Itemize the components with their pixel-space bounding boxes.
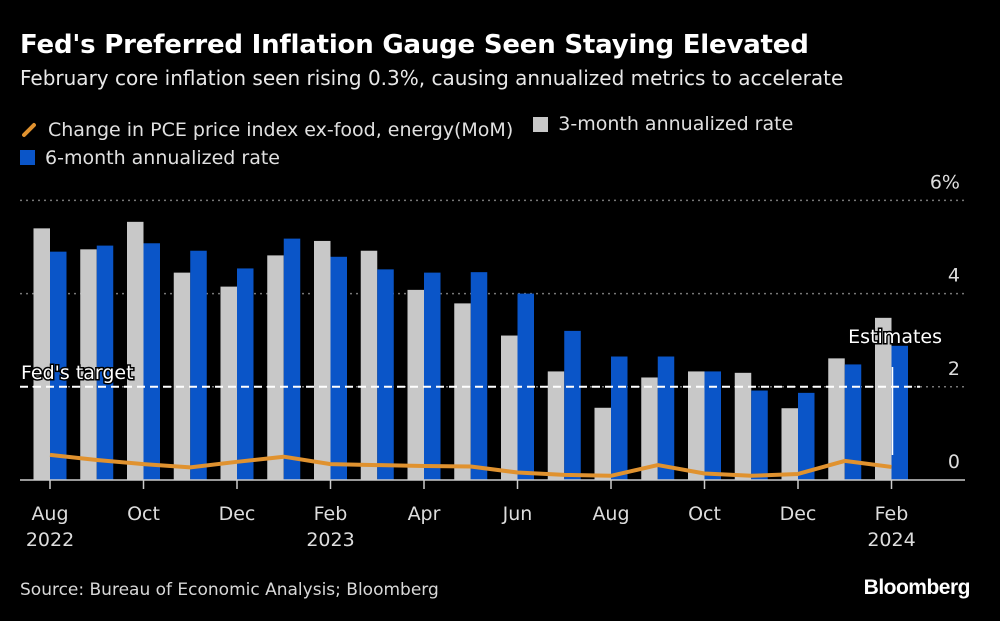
fed-target-label: Fed's target [21, 362, 134, 384]
bar-3-month [734, 372, 752, 480]
x-tick-label: Dec [780, 503, 817, 525]
bar-6-month [611, 356, 628, 480]
bar-6-month [798, 392, 815, 480]
bar-3-month [781, 408, 798, 480]
bar-6-month [330, 256, 347, 480]
bar-3-month [33, 228, 50, 480]
legend-item-6m: 6-month annualized rate [20, 144, 280, 172]
chart-subtitle: February core inflation seen rising 0.3%… [20, 66, 844, 90]
bar-3-month [407, 289, 424, 480]
estimates-label: Estimates [848, 326, 942, 348]
bar-6-month [237, 268, 254, 480]
bar-3-month [314, 240, 331, 480]
x-tick-label: Aug [592, 503, 629, 525]
bar-3-month [127, 221, 144, 480]
y-tick-label: 0 [948, 451, 960, 473]
x-tick-label: Oct [688, 503, 721, 525]
x-tick-label: Feb [314, 503, 348, 525]
bar-3-month [547, 371, 565, 480]
bar-6-month [657, 356, 675, 480]
bar-3-month [641, 377, 658, 480]
bar-6-month [564, 330, 581, 480]
legend-swatch-gray [533, 116, 549, 132]
legend: Change in PCE price index ex-food, energ… [20, 110, 920, 173]
bar-3-month [875, 317, 892, 480]
bar-6-month [470, 272, 488, 480]
x-tick-year-label: 2024 [867, 529, 915, 551]
bar-6-month [190, 250, 207, 480]
bar-3-month [220, 286, 237, 480]
bar-3-month [594, 407, 611, 480]
bar-3-month [501, 335, 518, 480]
y-tick-label: 2 [948, 358, 960, 380]
x-tick-label: Dec [219, 503, 256, 525]
legend-swatch-blue [20, 150, 35, 165]
bar-6-month [377, 269, 394, 480]
x-tick-label: Aug [31, 503, 68, 525]
bar-6-month [844, 364, 862, 480]
legend-label: 6-month annualized rate [45, 146, 280, 169]
x-tick-year-label: 2022 [26, 529, 74, 551]
legend-item-3m: 3-month annualized rate [533, 110, 793, 138]
x-tick-label: Apr [408, 503, 441, 525]
bar-6-month [424, 272, 441, 480]
x-tick-year-label: 2023 [306, 529, 354, 551]
bar-6-month [96, 245, 114, 480]
bar-3-month [80, 249, 97, 480]
bar-3-month [828, 358, 845, 480]
legend-label: Change in PCE price index ex-food, energ… [48, 118, 514, 141]
bar-6-month [143, 243, 160, 480]
bar-3-month [360, 250, 378, 480]
source-note: Source: Bureau of Economic Analysis; Blo… [20, 580, 439, 600]
bar-3-month [688, 371, 705, 480]
bar-6-month [704, 371, 721, 480]
legend-item-mom: Change in PCE price index ex-food, energ… [20, 116, 513, 144]
x-tick-label: Oct [127, 503, 160, 525]
bar-6-month [517, 293, 534, 480]
y-tick-label: 4 [948, 265, 960, 287]
bar-6-month [751, 390, 768, 480]
y-tick-label: 6% [930, 171, 960, 193]
bar-3-month [454, 303, 471, 480]
x-tick-label: Feb [875, 503, 909, 525]
bar-6-month [283, 238, 301, 480]
bar-6-month [50, 251, 67, 480]
legend-label: 3-month annualized rate [558, 113, 794, 135]
chart-title: Fed's Preferred Inflation Gauge Seen Sta… [20, 30, 809, 60]
bloomberg-logo: Bloomberg [863, 576, 971, 599]
bar-3-month [173, 272, 191, 480]
bar-6-month [891, 345, 908, 480]
bar-3-month [267, 255, 284, 480]
x-tick-label: Jun [502, 503, 533, 525]
